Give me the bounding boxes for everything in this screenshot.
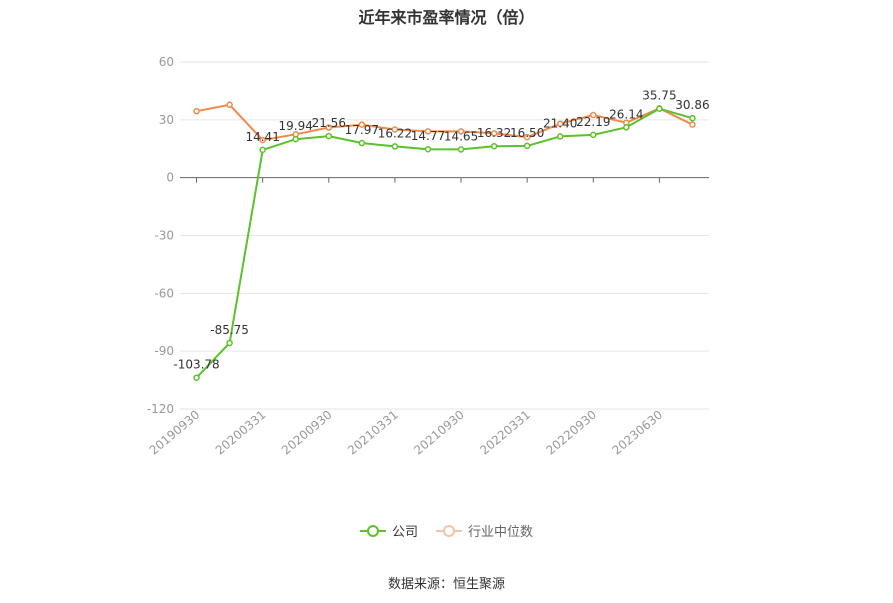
x-tick-label: 20220930 <box>543 408 599 458</box>
data-label: 14.77 <box>411 129 445 143</box>
data-label: 14.41 <box>245 130 279 144</box>
data-point <box>259 146 266 154</box>
data-point <box>325 124 333 131</box>
data-label: 19.94 <box>279 119 313 133</box>
data-point <box>391 143 399 150</box>
data-label: 16.50 <box>510 126 544 140</box>
data-point <box>556 120 564 127</box>
data-label: 26.14 <box>609 107 643 121</box>
x-tick-label: 20230630 <box>610 408 666 458</box>
data-label: 17.97 <box>345 123 379 137</box>
legend-company-marker <box>359 524 386 538</box>
y-tick-label: -30 <box>154 229 174 243</box>
x-tick-label: 20220331 <box>477 408 533 458</box>
data-point <box>457 128 465 135</box>
legend-industry-marker <box>436 524 462 538</box>
data-point <box>556 133 564 140</box>
grid-lines <box>180 61 709 410</box>
data-point <box>325 132 333 140</box>
data-point <box>523 133 531 141</box>
data-label: 14.65 <box>444 129 478 143</box>
data-point <box>193 107 200 115</box>
series-points <box>193 101 696 381</box>
legend-company-label: 公司 <box>391 525 418 540</box>
data-label: -103.78 <box>173 358 219 372</box>
data-point <box>358 139 366 147</box>
data-label: 21.40 <box>543 116 577 130</box>
data-point <box>457 146 465 153</box>
y-tick-label: 60 <box>159 55 174 69</box>
data-label: 16.32 <box>477 126 511 140</box>
data-point <box>590 111 597 119</box>
x-tick-label: 20210930 <box>411 408 467 458</box>
y-tick-label: -90 <box>154 344 174 358</box>
y-tick-label: 30 <box>159 113 174 127</box>
data-labels: -103.78-85.7514.4119.9421.5617.9716.2214… <box>173 89 709 372</box>
data-label: 30.86 <box>675 98 709 112</box>
data-point <box>226 339 233 347</box>
y-axis-ticks: 60 30 0 -30 -60 -90 -120 <box>147 55 174 416</box>
series-line-0 <box>195 107 693 379</box>
legend-item-company[interactable]: 公司 <box>359 521 418 540</box>
series-line-1 <box>196 103 693 142</box>
x-axis: 20190930 20200331 20200930 20210331 20210930… <box>147 177 709 458</box>
data-point <box>391 126 399 133</box>
data-point <box>523 142 531 150</box>
data-label: 22.19 <box>576 115 610 129</box>
data-point <box>358 121 366 128</box>
data-point <box>590 131 597 139</box>
data-point <box>490 130 498 137</box>
data-point <box>193 374 200 381</box>
data-point <box>656 105 663 112</box>
chart-title: 近年来市盈率情况（倍） <box>358 8 535 27</box>
data-label: 35.75 <box>642 89 676 103</box>
data-source: 数据来源：恒生聚源 <box>387 577 505 592</box>
legend-industry-label: 行业中位数 <box>468 525 534 540</box>
y-tick-label: -60 <box>154 286 174 300</box>
legend: 公司 行业中位数 <box>0 521 893 540</box>
x-tick-label: 20210331 <box>345 408 401 458</box>
data-point <box>424 145 432 153</box>
data-point <box>259 136 266 144</box>
data-label: -85.75 <box>210 323 249 337</box>
data-point <box>689 114 696 122</box>
y-tick-label: 0 <box>166 171 174 185</box>
data-point <box>292 135 299 143</box>
data-point <box>623 124 630 131</box>
data-label: 21.56 <box>312 116 346 130</box>
data-point <box>424 128 432 135</box>
data-point <box>689 121 696 128</box>
data-label: 16.22 <box>378 126 412 140</box>
y-tick-label: -120 <box>147 402 174 416</box>
x-tick-label: 20200930 <box>279 408 335 458</box>
legend-item-industry-median[interactable]: 行业中位数 <box>436 521 533 540</box>
series-lines <box>195 103 693 379</box>
x-tick-label: 20200331 <box>213 408 269 458</box>
data-point <box>490 142 498 150</box>
data-point <box>226 101 233 109</box>
